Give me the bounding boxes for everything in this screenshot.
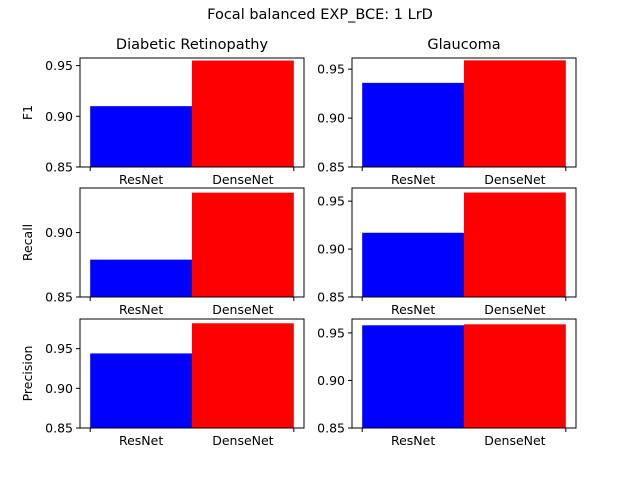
y-axis-label: Precision — [20, 346, 35, 402]
y-tick-label: 0.90 — [45, 381, 73, 396]
axes-frame — [79, 187, 305, 298]
y-tick-label: 0.95 — [45, 58, 73, 73]
y-tick-label: 0.90 — [317, 111, 345, 126]
bar-densenet — [192, 192, 294, 297]
y-tick-label: 0.85 — [45, 290, 73, 305]
subplot-2: ResNet DenseNet 0.85 0.90 0.95 Glaucoma — [317, 37, 577, 187]
axes-frame — [351, 187, 577, 298]
y-tick-label: 0.85 — [317, 421, 345, 436]
subplot-4: ResNet DenseNet 0.85 0.90 0.95 — [317, 187, 577, 317]
bar-resnet — [90, 353, 192, 428]
bar-resnet — [362, 325, 464, 428]
y-axis-label: F1 — [20, 105, 35, 120]
bar-resnet — [90, 106, 192, 167]
subplot-1: ResNet DenseNet 0.85 0.90 0.95 F1 Diabetic Ret… — [20, 37, 305, 187]
x-tick-label: DenseNet — [484, 433, 545, 448]
y-tick-label: 0.90 — [45, 109, 73, 124]
axes-frame — [351, 318, 577, 429]
x-tick-label: DenseNet — [212, 433, 273, 448]
bar-resnet — [90, 259, 192, 297]
subplot-5: ResNet DenseNet 0.85 0.90 0.95 Precision — [20, 318, 305, 448]
subplot-title: Glaucoma — [427, 37, 500, 53]
x-tick-label: ResNet — [391, 172, 435, 187]
subplot-title: Diabetic Retinopathy — [116, 37, 269, 53]
x-tick-label: ResNet — [119, 302, 163, 317]
subplot-6: ResNet DenseNet 0.85 0.90 0.95 — [317, 318, 577, 448]
bar-resnet — [362, 82, 464, 167]
y-tick-label: 0.95 — [317, 62, 345, 77]
y-tick-label: 0.95 — [317, 194, 345, 209]
axes-frame — [351, 57, 577, 168]
y-tick-label: 0.95 — [317, 325, 345, 340]
x-tick-label: DenseNet — [484, 302, 545, 317]
y-tick-label: 0.90 — [317, 373, 345, 388]
y-tick-label: 0.85 — [317, 290, 345, 305]
x-tick-label: DenseNet — [484, 172, 545, 187]
x-tick-label: ResNet — [391, 302, 435, 317]
subplot-3: ResNet DenseNet 0.85 0.90 Recall — [20, 187, 305, 317]
y-axis-label: Recall — [20, 224, 35, 261]
figure-title: Focal balanced EXP_BCE: 1 LrD — [207, 7, 433, 23]
y-tick-label: 0.90 — [317, 242, 345, 257]
y-tick-label: 0.85 — [317, 160, 345, 175]
y-tick-label: 0.85 — [45, 421, 73, 436]
bar-densenet — [464, 192, 566, 297]
x-tick-label: ResNet — [391, 433, 435, 448]
bar-densenet — [464, 60, 566, 167]
bar-densenet — [464, 324, 566, 428]
axes-frame — [79, 57, 305, 168]
bar-densenet — [192, 60, 294, 168]
x-tick-label: DenseNet — [212, 172, 273, 187]
bar-densenet — [192, 323, 294, 428]
y-tick-label: 0.85 — [45, 160, 73, 175]
y-tick-label: 0.95 — [45, 341, 73, 356]
x-tick-label: DenseNet — [212, 302, 273, 317]
bar-resnet — [362, 232, 464, 297]
axes-frame — [79, 318, 305, 429]
x-tick-label: ResNet — [119, 172, 163, 187]
x-tick-label: ResNet — [119, 433, 163, 448]
y-tick-label: 0.90 — [45, 225, 73, 240]
